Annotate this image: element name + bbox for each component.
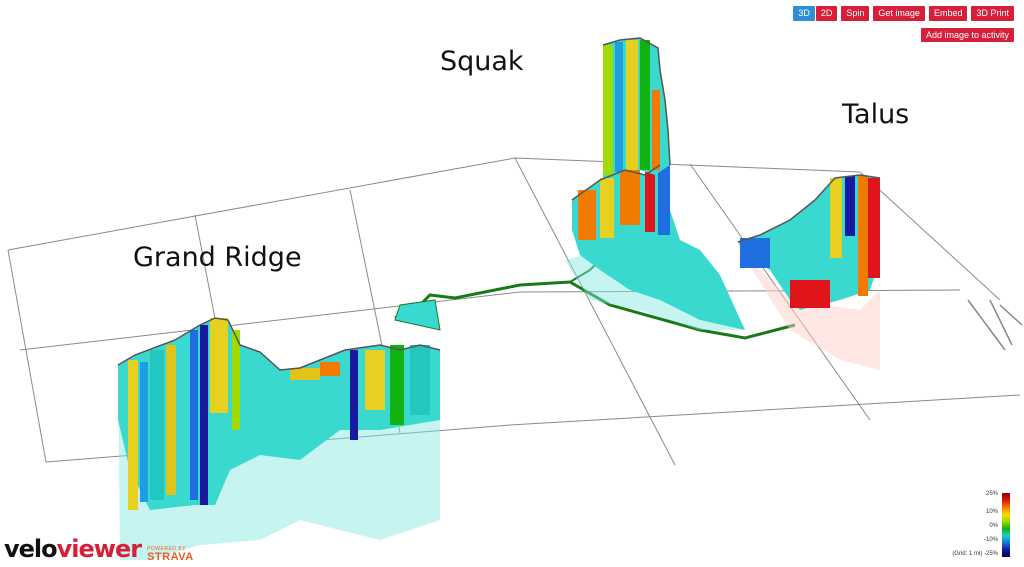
toolbar: 3D 2D Spin Get image Embed 3D Print [793,6,1014,21]
legend-minus10-label: -10% [983,537,998,543]
view-2d-button[interactable]: 2D [815,6,838,21]
spin-button[interactable]: Spin [841,6,870,21]
legend-max-label: 25% [985,491,998,497]
legend-grid-note: (Grid: 1 mi) -25% [952,551,998,557]
gradient-color-bar [1002,493,1010,557]
view-3d-button[interactable]: 3D [793,6,815,21]
brand-logos: veloviewer POWERED BY STRAVA [4,535,194,563]
powered-by-strava-logo: POWERED BY STRAVA [147,546,194,563]
label-grand-ridge: Grand Ridge [133,242,302,273]
get-image-button[interactable]: Get image [873,6,925,21]
embed-button[interactable]: Embed [928,6,968,21]
3d-print-button[interactable]: 3D Print [971,6,1014,21]
squak-profile [565,37,745,330]
veloviewer-logo: veloviewer [4,535,142,563]
view-toggle: 3D 2D [793,6,838,21]
label-talus: Talus [842,99,910,130]
label-squak: Squak [440,46,524,77]
grand-ridge-profile [117,317,441,560]
gradient-legend: 25% 10% 0% -10% (Grid: 1 mi) -25% [944,491,1014,563]
legend-10-label: 10% [985,509,998,515]
add-image-to-activity-button[interactable]: Add image to activity [920,28,1014,42]
north-indicator [967,299,1023,351]
legend-0-label: 0% [989,523,998,529]
talus-profile [737,174,881,370]
